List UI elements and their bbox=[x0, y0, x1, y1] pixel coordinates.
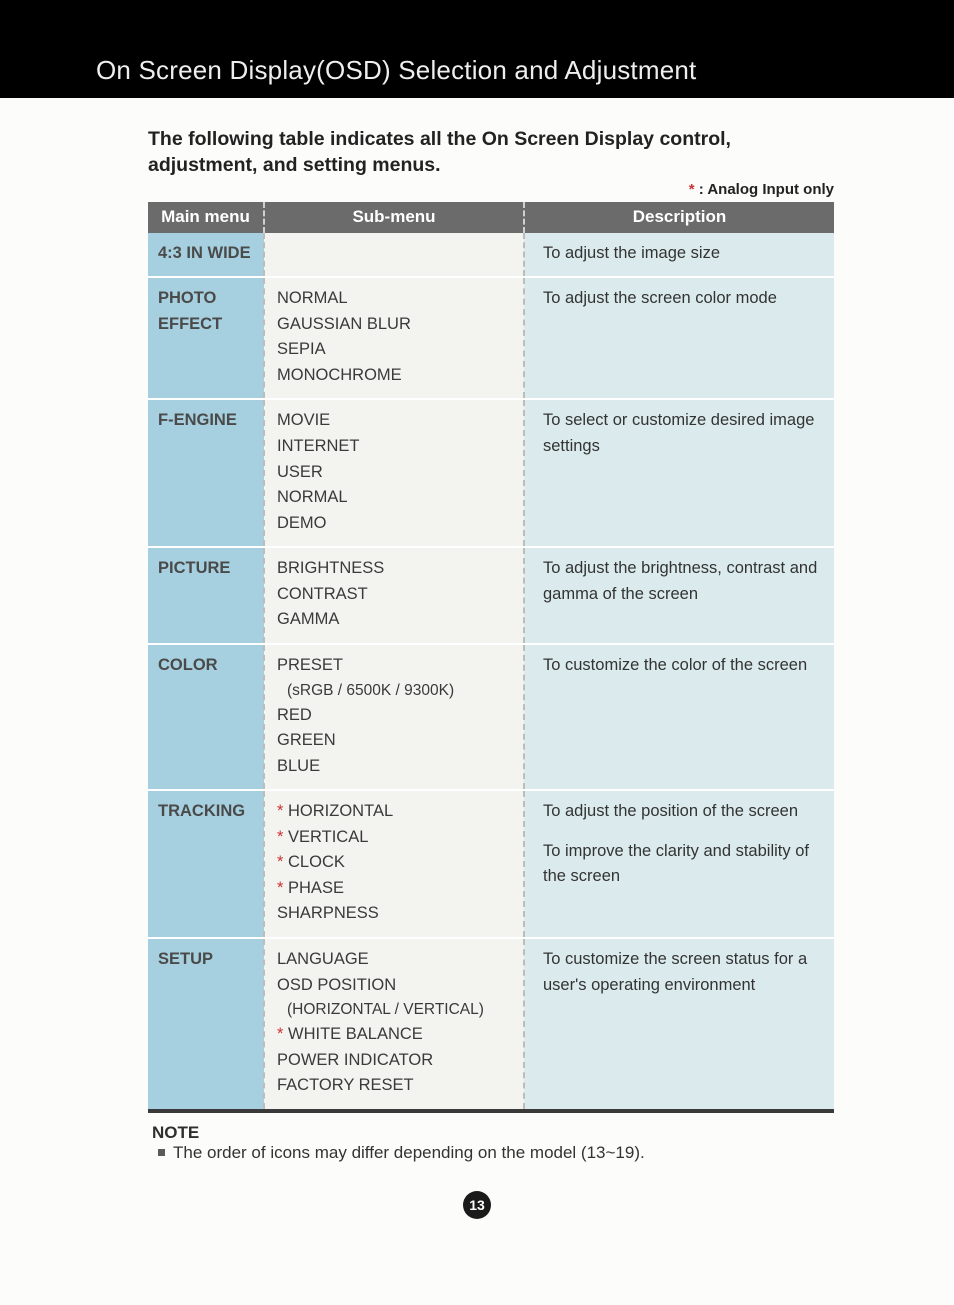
page: On Screen Display(OSD) Selection and Adj… bbox=[0, 0, 954, 1305]
note-text: The order of icons may differ depending … bbox=[173, 1143, 645, 1162]
osd-table: Main menu Sub-menu Description 4:3 IN WI… bbox=[148, 202, 834, 1109]
note-label: NOTE bbox=[152, 1123, 834, 1143]
description-text: To customize the screen status for a use… bbox=[543, 947, 828, 998]
main-menu-cell: 4:3 IN WIDE bbox=[148, 233, 264, 277]
note-block: NOTE The order of icons may differ depen… bbox=[148, 1119, 834, 1163]
sub-menu-cell: MOVIEINTERNETUSERNORMALDEMO bbox=[264, 400, 524, 546]
sub-menu-item: SEPIA bbox=[277, 337, 517, 363]
sub-menu-item: POWER INDICATOR bbox=[277, 1048, 517, 1074]
sub-menu-item: * PHASE bbox=[277, 876, 517, 902]
content-area: The following table indicates all the On… bbox=[0, 98, 954, 1163]
sub-menu-item: SHARPNESS bbox=[277, 901, 517, 927]
description-cell: To customize the color of the screen bbox=[524, 645, 834, 789]
sub-menu-item: PRESET bbox=[277, 653, 517, 679]
main-menu-cell: PICTURE bbox=[148, 548, 264, 643]
sub-menu-cell bbox=[264, 233, 524, 277]
legend: * : Analog Input only bbox=[148, 181, 834, 198]
description-text: To select or customize desired image set… bbox=[543, 408, 828, 459]
sub-menu-cell: NORMALGAUSSIAN BLURSEPIAMONOCHROME bbox=[264, 278, 524, 398]
sub-menu-item: LANGUAGE bbox=[277, 947, 517, 973]
sub-menu-item: NORMAL bbox=[277, 485, 517, 511]
sub-menu-item: OSD POSITION bbox=[277, 973, 517, 999]
star-icon: * bbox=[277, 828, 288, 846]
header-desc: Description bbox=[524, 202, 834, 233]
sub-menu-item: GAMMA bbox=[277, 607, 517, 633]
table-row: F-ENGINEMOVIEINTERNETUSERNORMALDEMOTo se… bbox=[148, 400, 834, 546]
description-cell: To select or customize desired image set… bbox=[524, 400, 834, 546]
description-cell: To adjust the screen color mode bbox=[524, 278, 834, 398]
table-row: TRACKING* HORIZONTAL* VERTICAL* CLOCK* P… bbox=[148, 791, 834, 937]
sub-menu-cell: LANGUAGEOSD POSITION(HORIZONTAL / VERTIC… bbox=[264, 939, 524, 1109]
description-text: To customize the color of the screen bbox=[543, 653, 828, 679]
sub-menu-indent: (sRGB / 6500K / 9300K) bbox=[277, 679, 517, 703]
sub-menu-cell: PRESET(sRGB / 6500K / 9300K)REDGREENBLUE bbox=[264, 645, 524, 789]
legend-star-icon: * bbox=[689, 181, 695, 198]
header-sub: Sub-menu bbox=[264, 202, 524, 233]
sub-menu-item: GAUSSIAN BLUR bbox=[277, 312, 517, 338]
note-line: The order of icons may differ depending … bbox=[152, 1143, 834, 1163]
main-menu-cell: COLOR bbox=[148, 645, 264, 789]
sub-menu-indent: (HORIZONTAL / VERTICAL) bbox=[277, 998, 517, 1022]
table-row: COLORPRESET(sRGB / 6500K / 9300K)REDGREE… bbox=[148, 645, 834, 789]
description-text: To adjust the screen color mode bbox=[543, 286, 828, 312]
star-icon: * bbox=[277, 853, 288, 871]
main-menu-cell: TRACKING bbox=[148, 791, 264, 937]
description-cell: To adjust the position of the screen To i… bbox=[524, 791, 834, 937]
table-row: SETUPLANGUAGEOSD POSITION(HORIZONTAL / V… bbox=[148, 939, 834, 1109]
sub-menu-cell: BRIGHTNESSCONTRASTGAMMA bbox=[264, 548, 524, 643]
main-menu-cell: F-ENGINE bbox=[148, 400, 264, 546]
description-text: To improve the clarity and stability of … bbox=[543, 839, 828, 890]
sub-menu-item: MONOCHROME bbox=[277, 363, 517, 389]
page-number-wrap: 13 bbox=[0, 1191, 954, 1219]
sub-menu-item: GREEN bbox=[277, 728, 517, 754]
sub-menu-item: CONTRAST bbox=[277, 582, 517, 608]
sub-menu-item: BRIGHTNESS bbox=[277, 556, 517, 582]
description-cell: To adjust the image size bbox=[524, 233, 834, 277]
table-header-row: Main menu Sub-menu Description bbox=[148, 202, 834, 233]
sub-menu-item: USER bbox=[277, 460, 517, 486]
sub-menu-item: NORMAL bbox=[277, 286, 517, 312]
star-icon: * bbox=[277, 879, 288, 897]
main-menu-cell: SETUP bbox=[148, 939, 264, 1109]
star-icon: * bbox=[277, 1025, 288, 1043]
star-icon: * bbox=[277, 802, 288, 820]
sub-menu-item: * CLOCK bbox=[277, 850, 517, 876]
description-text: To adjust the image size bbox=[543, 241, 828, 267]
description-text: To adjust the brightness, contrast and g… bbox=[543, 556, 828, 607]
description-cell: To adjust the brightness, contrast and g… bbox=[524, 548, 834, 643]
table-row: 4:3 IN WIDE To adjust the image size bbox=[148, 233, 834, 277]
page-title: On Screen Display(OSD) Selection and Adj… bbox=[0, 55, 696, 98]
title-banner: On Screen Display(OSD) Selection and Adj… bbox=[0, 0, 954, 98]
sub-menu-cell: * HORIZONTAL* VERTICAL* CLOCK* PHASESHAR… bbox=[264, 791, 524, 937]
sub-menu-item: * VERTICAL bbox=[277, 825, 517, 851]
table-row: PICTUREBRIGHTNESSCONTRASTGAMMATo adjust … bbox=[148, 548, 834, 643]
header-main: Main menu bbox=[148, 202, 264, 233]
sub-menu-item: FACTORY RESET bbox=[277, 1073, 517, 1099]
sub-menu-item: RED bbox=[277, 703, 517, 729]
description-cell: To customize the screen status for a use… bbox=[524, 939, 834, 1109]
sub-menu-item: MOVIE bbox=[277, 408, 517, 434]
legend-text: : Analog Input only bbox=[699, 181, 834, 198]
table-bottom-border bbox=[148, 1109, 834, 1113]
sub-menu-item: DEMO bbox=[277, 511, 517, 537]
table-row: PHOTO EFFECTNORMALGAUSSIAN BLURSEPIAMONO… bbox=[148, 278, 834, 398]
bullet-icon bbox=[158, 1149, 165, 1156]
sub-menu-item: * HORIZONTAL bbox=[277, 799, 517, 825]
page-number-badge: 13 bbox=[463, 1191, 491, 1219]
description-text: To adjust the position of the screen bbox=[543, 799, 828, 825]
sub-menu-item: BLUE bbox=[277, 754, 517, 780]
intro-text: The following table indicates all the On… bbox=[148, 126, 834, 179]
sub-menu-item: INTERNET bbox=[277, 434, 517, 460]
sub-menu-item: * WHITE BALANCE bbox=[277, 1022, 517, 1048]
main-menu-cell: PHOTO EFFECT bbox=[148, 278, 264, 398]
